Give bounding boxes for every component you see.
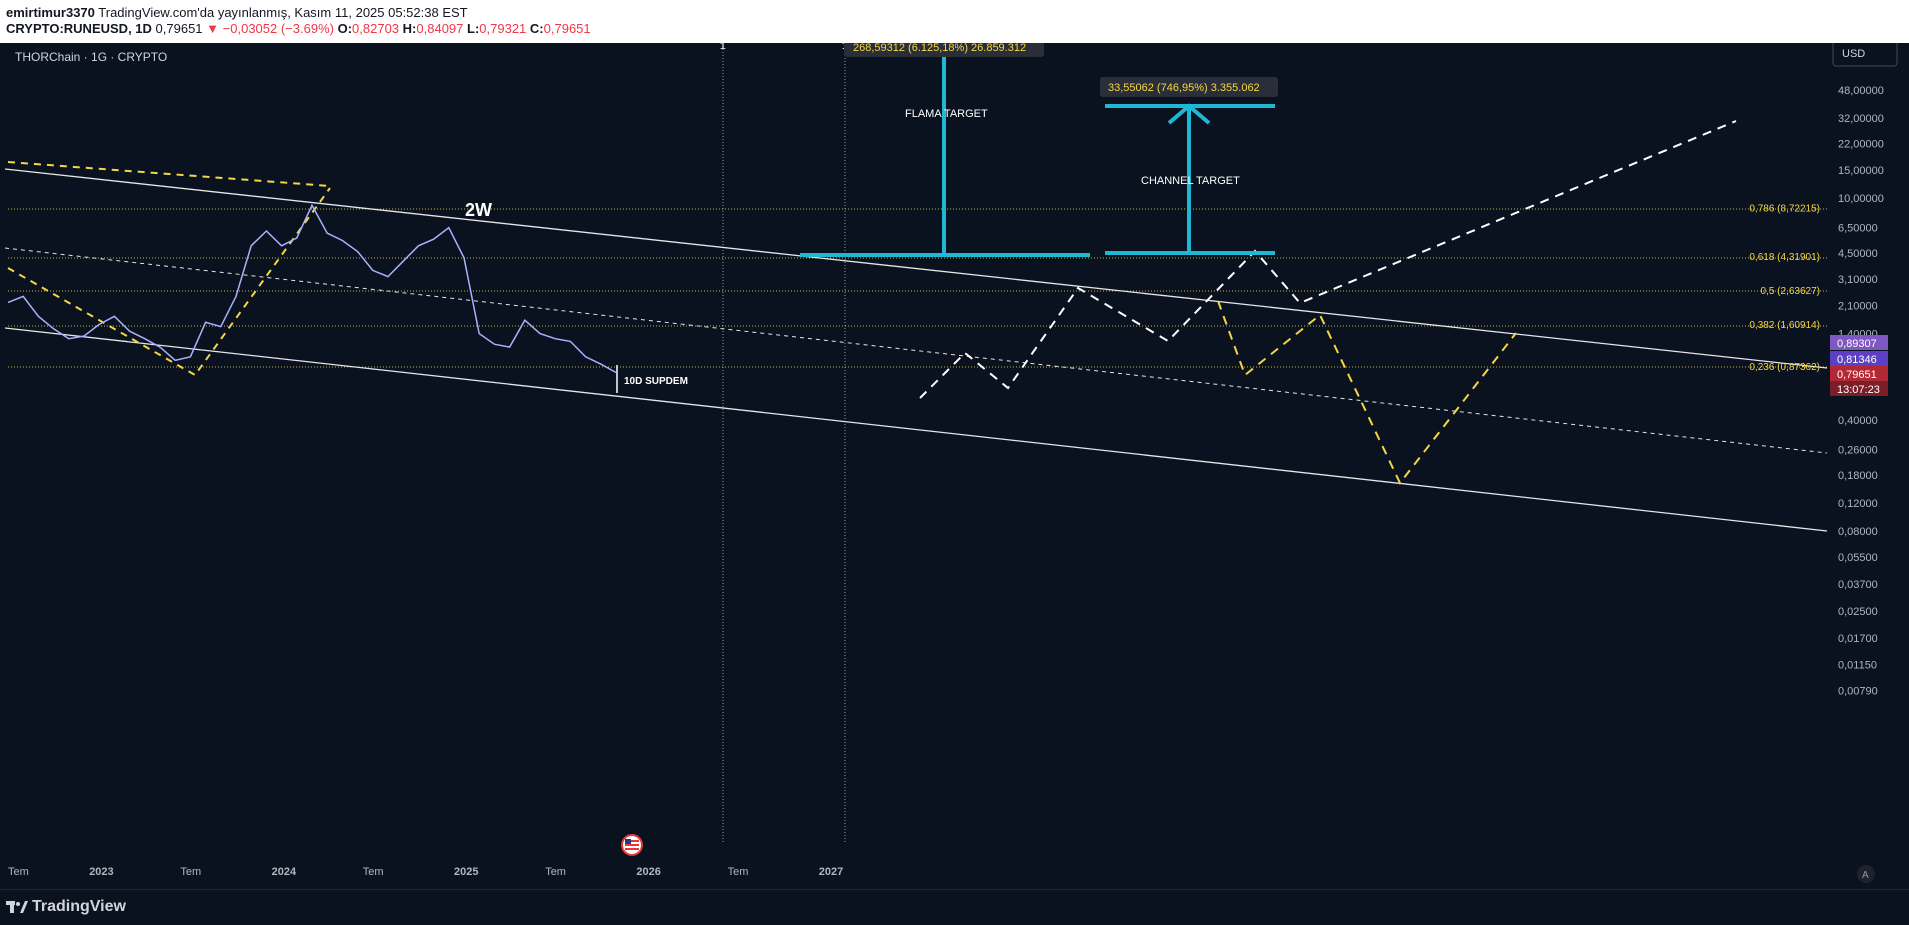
separator-marker: 1 xyxy=(720,43,726,52)
price-badges: 0,89307 0,81346 0,79651 13:07:23 xyxy=(1830,335,1888,396)
symbol-line: CRYPTO:RUNEUSD, 1D 0,79651 ▼ −0,03052 (−… xyxy=(6,21,591,36)
price-axis-label: 0,18000 xyxy=(1838,470,1878,482)
time-axis-label: 2024 xyxy=(272,866,297,878)
wave-label: 2W xyxy=(465,200,492,220)
price-change: ▼ −0,03052 (−3.69%) xyxy=(206,21,334,36)
price-axis-label: 0,12000 xyxy=(1838,498,1878,510)
price-axis-label: 10,00000 xyxy=(1838,193,1884,205)
price-badge-label: 13:07:23 xyxy=(1837,384,1880,396)
flama-measure-box: 268,59312 (6.125,18%) 26.859.312 xyxy=(844,37,1044,57)
close-label: C: xyxy=(529,21,544,36)
last-price: 0,79651 xyxy=(155,21,203,36)
high-value: 0,84097 xyxy=(416,21,464,36)
price-badge-bg xyxy=(1830,381,1888,396)
flama-measure-text: 268,59312 (6.125,18%) 26.859.312 xyxy=(853,43,1026,54)
price-axis-label: 3,10000 xyxy=(1838,274,1878,286)
currency-button-label: USD xyxy=(1842,48,1865,60)
chart-pane[interactable]: THORChain · 1G · CRYPTO USD 1 1 xyxy=(0,37,1909,889)
fib-level-label: 0,382 (1,60914) xyxy=(1749,320,1820,331)
price-badge: 0,79651 xyxy=(1830,366,1888,381)
price-axis-label: 0,08000 xyxy=(1838,526,1878,538)
low-value: 0,79321 xyxy=(479,21,527,36)
auto-scale-button[interactable]: A xyxy=(1857,865,1875,883)
price-axis-label: 0,01150 xyxy=(1838,660,1877,672)
price-badge: 0,89307 xyxy=(1830,335,1888,350)
price-axis-label: 0,00790 xyxy=(1838,686,1878,698)
price-axis-label: 0,02500 xyxy=(1838,606,1878,618)
channel-target-label: CHANNEL TARGET xyxy=(1141,175,1240,187)
auto-scale-label: A xyxy=(1862,870,1869,881)
publication-line: emirtimur3370 TradingView.com'da yayınla… xyxy=(6,5,468,20)
price-axis-label: 32,00000 xyxy=(1838,113,1884,125)
price-axis-label: 0,40000 xyxy=(1838,415,1878,427)
price-badge-bg xyxy=(1830,366,1888,381)
price-axis-label: 22,00000 xyxy=(1838,139,1884,151)
channel-measure-box: 33,55062 (746,95%) 3.355.062 xyxy=(1100,77,1278,97)
yellow-pattern-top xyxy=(7,161,331,187)
time-axis-label: Tem xyxy=(545,866,566,878)
tradingview-logo[interactable]: TradingView xyxy=(6,898,126,916)
fib-level-label: 0,786 (8,72215) xyxy=(1749,203,1820,214)
price-axis-label: 2,10000 xyxy=(1838,301,1878,313)
fib-level-label: 0,236 (0,87362) xyxy=(1749,362,1820,373)
fib-level-label: 0,5 (2,63627) xyxy=(1761,286,1821,297)
price-axis-label: 48,00000 xyxy=(1838,85,1884,97)
low-label: L: xyxy=(467,21,480,36)
price-badge-bg xyxy=(1830,351,1888,366)
fib-labels: 0,786 (8,72215) 0,618 (4,31901) 0,5 (2,636… xyxy=(1749,203,1820,373)
fib-level-label: 0,618 (4,31901) xyxy=(1749,252,1820,263)
time-axis-label: Tem xyxy=(180,866,201,878)
chart-canvas[interactable]: THORChain · 1G · CRYPTO USD 1 1 xyxy=(0,37,1909,889)
price-badge-label: 0,81346 xyxy=(1837,354,1877,366)
footer-bar: TradingView xyxy=(0,889,1909,925)
open-value: 0,82703 xyxy=(352,21,400,36)
time-axis-label: 2026 xyxy=(636,866,660,878)
price-axis-label: 4,50000 xyxy=(1838,248,1878,260)
price-badge-label: 0,79651 xyxy=(1837,369,1877,381)
symbol-name: CRYPTO:RUNEUSD, 1D xyxy=(6,21,152,36)
channel-measure-text: 33,55062 (746,95%) 3.355.062 xyxy=(1108,82,1260,94)
time-axis-label: Tem xyxy=(363,866,384,878)
price-badge-label: 0,89307 xyxy=(1837,338,1877,350)
time-axis-label: Tem xyxy=(8,866,29,878)
price-axis-label: 6,50000 xyxy=(1838,223,1878,235)
flama-target-label: FLAMA TARGET xyxy=(905,108,988,120)
price-axis-label: 15,00000 xyxy=(1838,165,1884,177)
chart-legend: THORChain · 1G · CRYPTO xyxy=(15,50,167,64)
high-label: H: xyxy=(402,21,417,36)
price-axis-label: 0,26000 xyxy=(1838,445,1878,457)
time-axis-label: 2027 xyxy=(819,866,843,878)
tradingview-logo-icon xyxy=(6,901,28,913)
time-axis-label: Tem xyxy=(728,866,749,878)
time-axis[interactable]: Tem 2023 Tem 2024 Tem 2025 Tem 2026 Tem 2027 xyxy=(8,866,843,878)
time-axis-label: 2025 xyxy=(454,866,478,878)
price-axis[interactable]: 48,00000 32,00000 22,00000 15,00000 10,00000… xyxy=(1838,85,1884,698)
tradingview-logo-text: TradingView xyxy=(32,898,126,915)
channel-lower-line xyxy=(4,327,1828,532)
published-text: TradingView.com'da yayınlanmış, Kasım 11… xyxy=(98,5,468,20)
currency-button[interactable]: USD xyxy=(1832,39,1898,67)
price-axis-label: 0,05500 xyxy=(1838,552,1878,564)
price-badge: 13:07:23 xyxy=(1830,381,1888,396)
us-flag-icon[interactable] xyxy=(621,834,643,856)
price-badge: 0,81346 xyxy=(1830,351,1888,366)
yellow-projection-path xyxy=(1217,300,1517,485)
price-series-line xyxy=(7,203,617,374)
close-value: 0,79651 xyxy=(543,21,591,36)
channel-mid-line xyxy=(4,247,1828,454)
publication-header: emirtimur3370 TradingView.com'da yayınla… xyxy=(0,0,1909,40)
price-axis-label: 0,01700 xyxy=(1838,633,1878,645)
channel-upper-line xyxy=(4,168,1828,369)
author-name[interactable]: emirtimur3370 xyxy=(6,5,95,20)
open-label: O: xyxy=(337,21,353,36)
white-projection-path xyxy=(919,120,1737,399)
price-badge-bg xyxy=(1830,335,1888,350)
time-axis-label: 2023 xyxy=(89,866,113,878)
support-label: 10D SUPDEM xyxy=(624,376,688,387)
yellow-pattern-history xyxy=(7,187,331,377)
price-axis-label: 0,03700 xyxy=(1838,579,1878,591)
